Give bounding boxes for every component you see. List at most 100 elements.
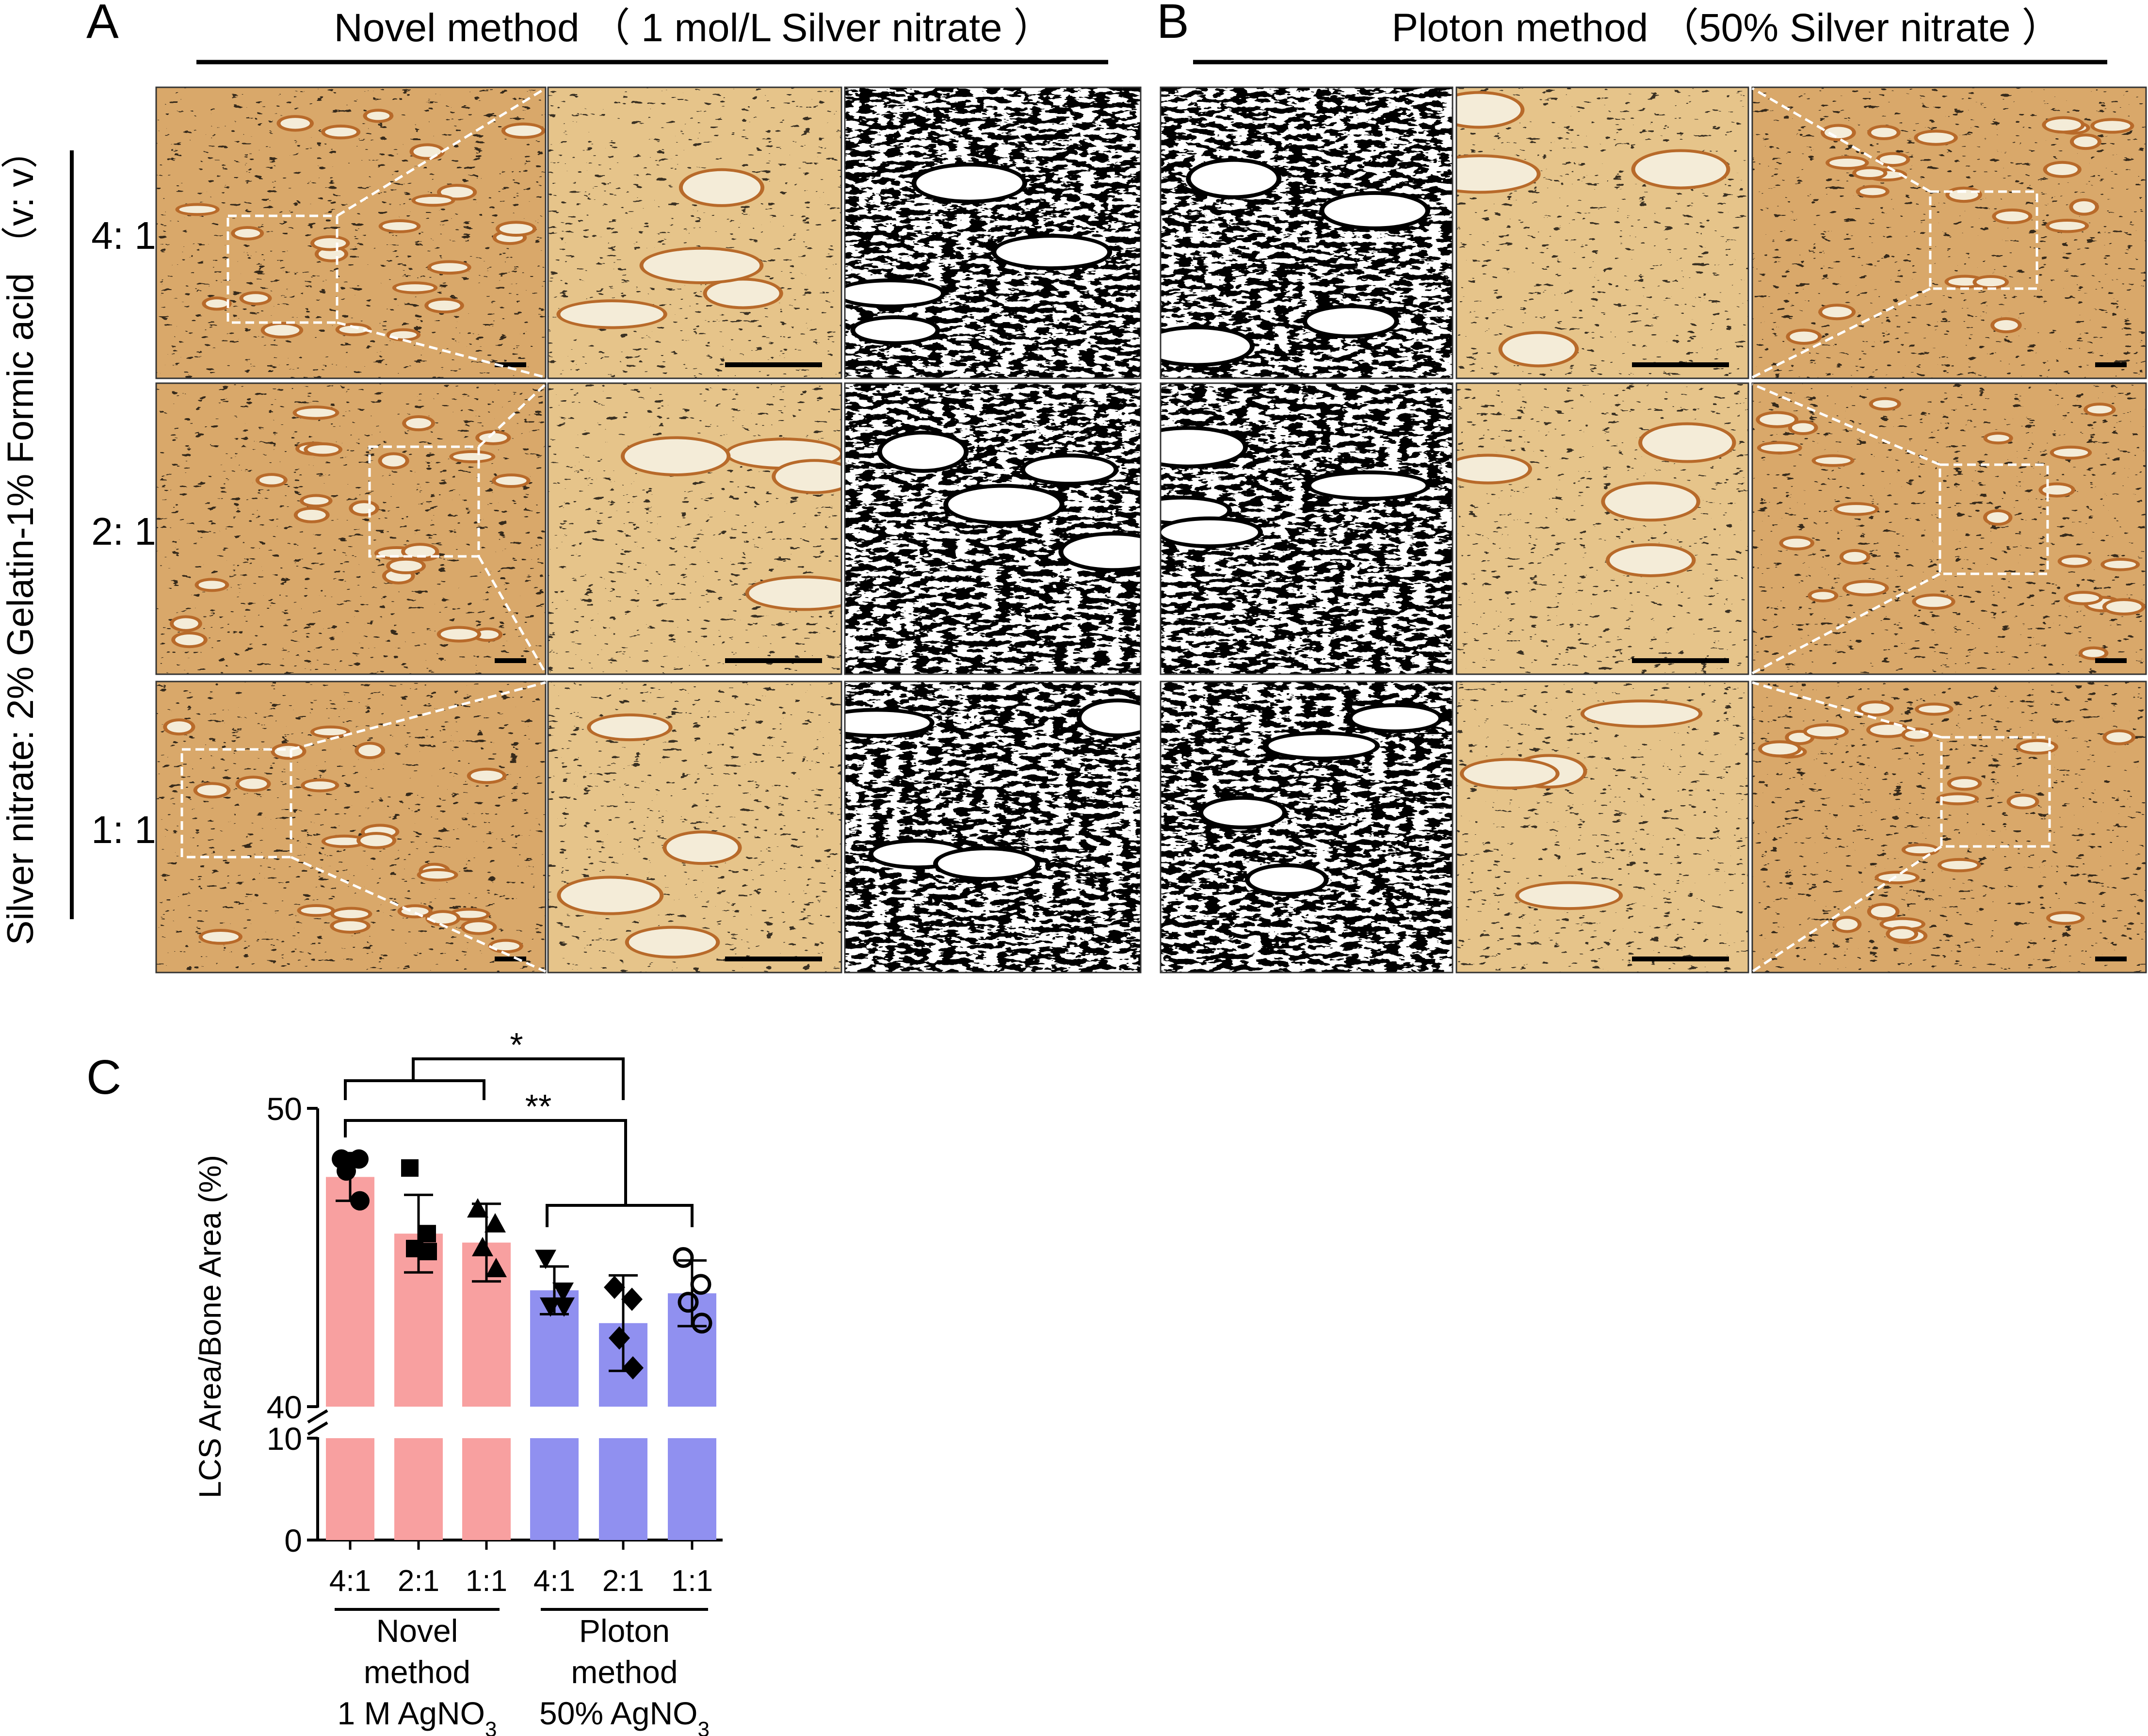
lacuna bbox=[1063, 535, 1141, 568]
bar-lower bbox=[599, 1438, 647, 1540]
y-tick-label: 10 bbox=[267, 1421, 302, 1457]
lacuna bbox=[1976, 277, 2005, 287]
group-label: Novel bbox=[376, 1613, 458, 1649]
x-tick-label: 4:1 bbox=[329, 1564, 371, 1598]
lacuna bbox=[2042, 485, 2071, 495]
lacuna bbox=[1807, 726, 1845, 737]
lacuna bbox=[2046, 119, 2081, 131]
row-label: 1: 1 bbox=[91, 808, 156, 851]
lacuna bbox=[1456, 94, 1521, 126]
data-point bbox=[337, 1161, 356, 1181]
lacuna bbox=[1986, 512, 2009, 523]
lacuna bbox=[1762, 743, 1798, 755]
lacuna bbox=[297, 509, 326, 520]
lacuna bbox=[334, 909, 369, 919]
lacuna bbox=[707, 280, 779, 307]
lacuna bbox=[1870, 724, 1906, 735]
data-point bbox=[604, 1276, 625, 1299]
significance-label: * bbox=[510, 1026, 523, 1064]
group-label: 1 M AgNO3 bbox=[338, 1695, 497, 1736]
lacuna bbox=[259, 476, 284, 485]
panel-label-c: C bbox=[86, 1050, 121, 1104]
bar-lower bbox=[394, 1438, 443, 1540]
lacuna bbox=[629, 928, 716, 956]
lacuna bbox=[239, 779, 267, 789]
data-point bbox=[485, 1213, 506, 1233]
data-point bbox=[609, 1326, 630, 1350]
lacuna bbox=[431, 263, 468, 272]
lacuna bbox=[1268, 735, 1375, 757]
lacuna bbox=[179, 206, 216, 213]
data-point bbox=[401, 1159, 419, 1177]
data-point bbox=[485, 1258, 507, 1278]
data-point bbox=[690, 1274, 711, 1295]
binarized-image-tile bbox=[844, 86, 1142, 379]
lacuna bbox=[624, 439, 727, 473]
lacuna bbox=[325, 127, 357, 137]
data-point bbox=[622, 1356, 644, 1380]
lacuna bbox=[314, 728, 347, 736]
lacuna bbox=[1856, 169, 1884, 178]
binarized-image-tile bbox=[1160, 86, 1454, 379]
zoom-indicator bbox=[1751, 383, 2049, 675]
lacuna bbox=[367, 112, 390, 120]
lacuna bbox=[2082, 649, 2105, 657]
panel-label-b: B bbox=[1157, 0, 1189, 49]
data-point bbox=[553, 1297, 575, 1317]
lacuna bbox=[2047, 163, 2078, 175]
overview-image-tile bbox=[1751, 681, 2147, 973]
lacuna bbox=[2050, 914, 2081, 922]
lacuna bbox=[1311, 474, 1426, 497]
lacuna bbox=[1456, 456, 1528, 482]
lacuna bbox=[2049, 221, 2085, 230]
lacuna bbox=[167, 721, 192, 733]
lacuna bbox=[405, 546, 436, 557]
data-point bbox=[673, 1247, 694, 1268]
lacuna bbox=[1307, 308, 1394, 335]
lacuna bbox=[2067, 594, 2100, 602]
lacuna bbox=[243, 294, 268, 303]
data-point bbox=[540, 1297, 561, 1317]
lacuna bbox=[1918, 132, 1954, 143]
lacuna bbox=[2087, 406, 2112, 414]
lacuna bbox=[301, 907, 331, 914]
overview-image-tile bbox=[1751, 382, 2147, 675]
lacuna bbox=[1502, 334, 1575, 365]
data-point bbox=[420, 1243, 437, 1261]
lacuna bbox=[1994, 320, 2018, 331]
lacuna bbox=[1760, 414, 1795, 425]
lacuna bbox=[1783, 538, 1811, 548]
lacuna bbox=[479, 433, 507, 442]
lacuna bbox=[420, 871, 454, 879]
lacuna bbox=[643, 249, 760, 281]
inset-image-tile bbox=[1455, 681, 1749, 973]
lacuna bbox=[390, 331, 417, 339]
lacuna bbox=[406, 418, 432, 429]
lacuna bbox=[2061, 557, 2088, 565]
y-axis-label: LCS Area/Bone Area (%) bbox=[193, 1155, 227, 1498]
lacuna bbox=[561, 878, 660, 912]
panel-b-title: Ploton method （50% Silver nitrate ） bbox=[1392, 6, 2062, 50]
overview-image-tile bbox=[155, 681, 547, 973]
lacuna bbox=[390, 560, 422, 571]
lacuna bbox=[2106, 732, 2132, 743]
lacuna bbox=[1883, 920, 1922, 928]
lacuna bbox=[749, 578, 841, 608]
zoom-indicator bbox=[226, 87, 547, 379]
lacuna bbox=[1161, 499, 1227, 521]
lacuna bbox=[206, 299, 228, 308]
lacuna bbox=[1191, 162, 1277, 195]
overview-image-tile bbox=[1751, 86, 2147, 379]
lacuna bbox=[2106, 601, 2142, 613]
lacuna bbox=[353, 503, 375, 514]
x-tick-label: 1:1 bbox=[466, 1564, 507, 1598]
lacuna bbox=[1824, 127, 1852, 139]
y-tick-label: 50 bbox=[267, 1091, 302, 1127]
lacuna bbox=[1941, 860, 1977, 870]
x-tick-label: 1:1 bbox=[671, 1564, 713, 1598]
lacuna bbox=[428, 300, 460, 311]
lacuna bbox=[1161, 520, 1258, 545]
lacuna bbox=[1789, 732, 1811, 743]
bar-lower bbox=[530, 1438, 579, 1540]
